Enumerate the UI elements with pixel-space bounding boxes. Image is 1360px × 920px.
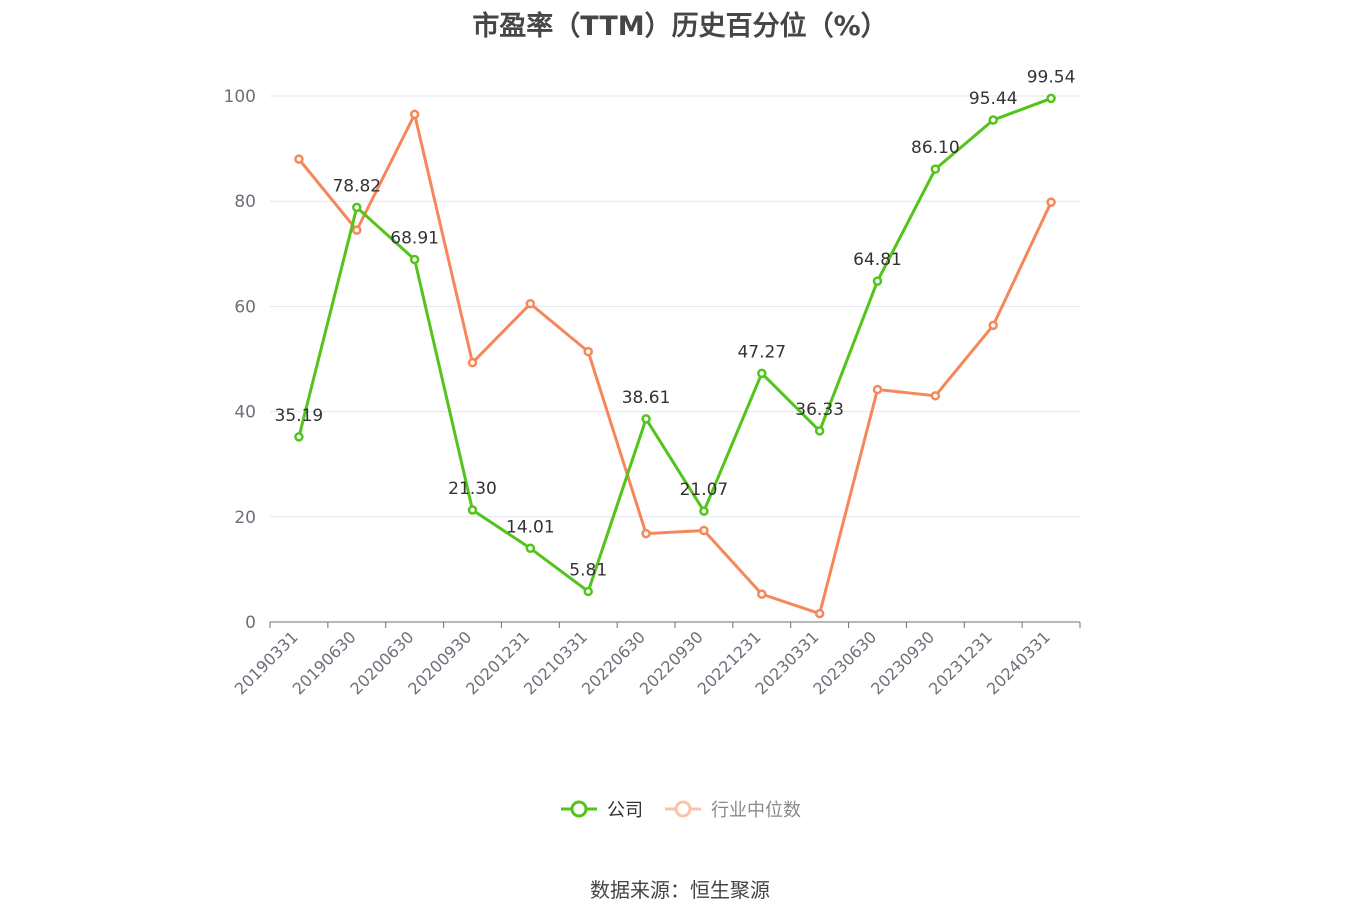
company-point [699, 506, 709, 516]
data-label: 78.82 [332, 176, 381, 196]
data-labels: 35.19 78.82 68.91 21.30 14.01 5.81 38.61 21.07 4… [275, 67, 1076, 580]
company-point [988, 115, 998, 125]
y-tick-label: 60 [234, 297, 256, 317]
y-tick-label: 0 [245, 613, 256, 633]
industry-point [814, 608, 825, 619]
company-point [1046, 93, 1056, 104]
y-tick-label: 40 [234, 403, 256, 423]
legend-industry-label: 行业中位数 [711, 800, 801, 821]
industry-point [352, 225, 362, 235]
data-label: 14.01 [506, 517, 555, 537]
industry-line [297, 112, 1053, 616]
legend-company-marker-icon [561, 800, 597, 818]
data-label: 35.19 [275, 406, 324, 426]
industry-point [930, 391, 941, 401]
series-company [294, 93, 1056, 597]
company-point [872, 276, 883, 286]
company-point [294, 432, 304, 442]
legend-item-company[interactable]: 公司 [559, 795, 643, 823]
company-point [930, 164, 941, 174]
series-layer [294, 93, 1056, 619]
legend-industry-marker-icon [665, 800, 701, 818]
source-note: 数据来源：恒生聚源 [590, 878, 770, 902]
company-point [467, 505, 478, 515]
industry-point [525, 299, 536, 309]
industry-point [583, 346, 593, 357]
series-industry-median [294, 109, 1056, 619]
industry-point [699, 525, 709, 536]
grid-lines [270, 95, 1080, 518]
legend: 公司 行业中位数 [0, 795, 1360, 823]
company-line [297, 97, 1052, 593]
x-tick-label: 20240331 [983, 627, 1054, 698]
company-point [352, 202, 362, 213]
industry-point [467, 357, 478, 368]
company-point [583, 586, 593, 597]
x-axis: 2019033120190630202006302020093020201231… [231, 621, 1081, 698]
legend-company-label: 公司 [607, 800, 643, 821]
data-label: 21.07 [680, 480, 729, 500]
data-label: 86.10 [911, 138, 960, 158]
company-point [757, 368, 767, 379]
chart-title: 市盈率（TTM）历史百分位（%） [472, 11, 888, 42]
data-label: 5.81 [569, 560, 607, 580]
y-axis: 0 20 40 60 80 100 [224, 87, 256, 633]
legend-item-industry-median[interactable]: 行业中位数 [663, 795, 801, 823]
industry-point [1046, 197, 1056, 208]
company-point [814, 426, 825, 436]
company-point [525, 543, 536, 554]
data-label: 95.44 [969, 89, 1018, 109]
company-point [641, 414, 651, 424]
company-point [409, 254, 420, 265]
industry-point [757, 589, 767, 599]
data-label: 38.61 [622, 388, 671, 408]
data-label: 21.30 [448, 479, 497, 499]
industry-point [872, 384, 883, 395]
y-tick-label: 80 [234, 192, 256, 212]
industry-point [409, 109, 420, 120]
data-label: 68.91 [390, 229, 439, 249]
y-tick-label: 100 [224, 87, 256, 107]
data-label: 64.81 [853, 250, 902, 270]
data-label: 47.27 [737, 342, 786, 362]
industry-point [988, 320, 998, 331]
data-label: 99.54 [1027, 67, 1076, 87]
y-tick-label: 20 [234, 508, 256, 528]
industry-point [294, 154, 304, 164]
industry-point [641, 528, 651, 539]
data-label: 36.33 [795, 400, 844, 420]
